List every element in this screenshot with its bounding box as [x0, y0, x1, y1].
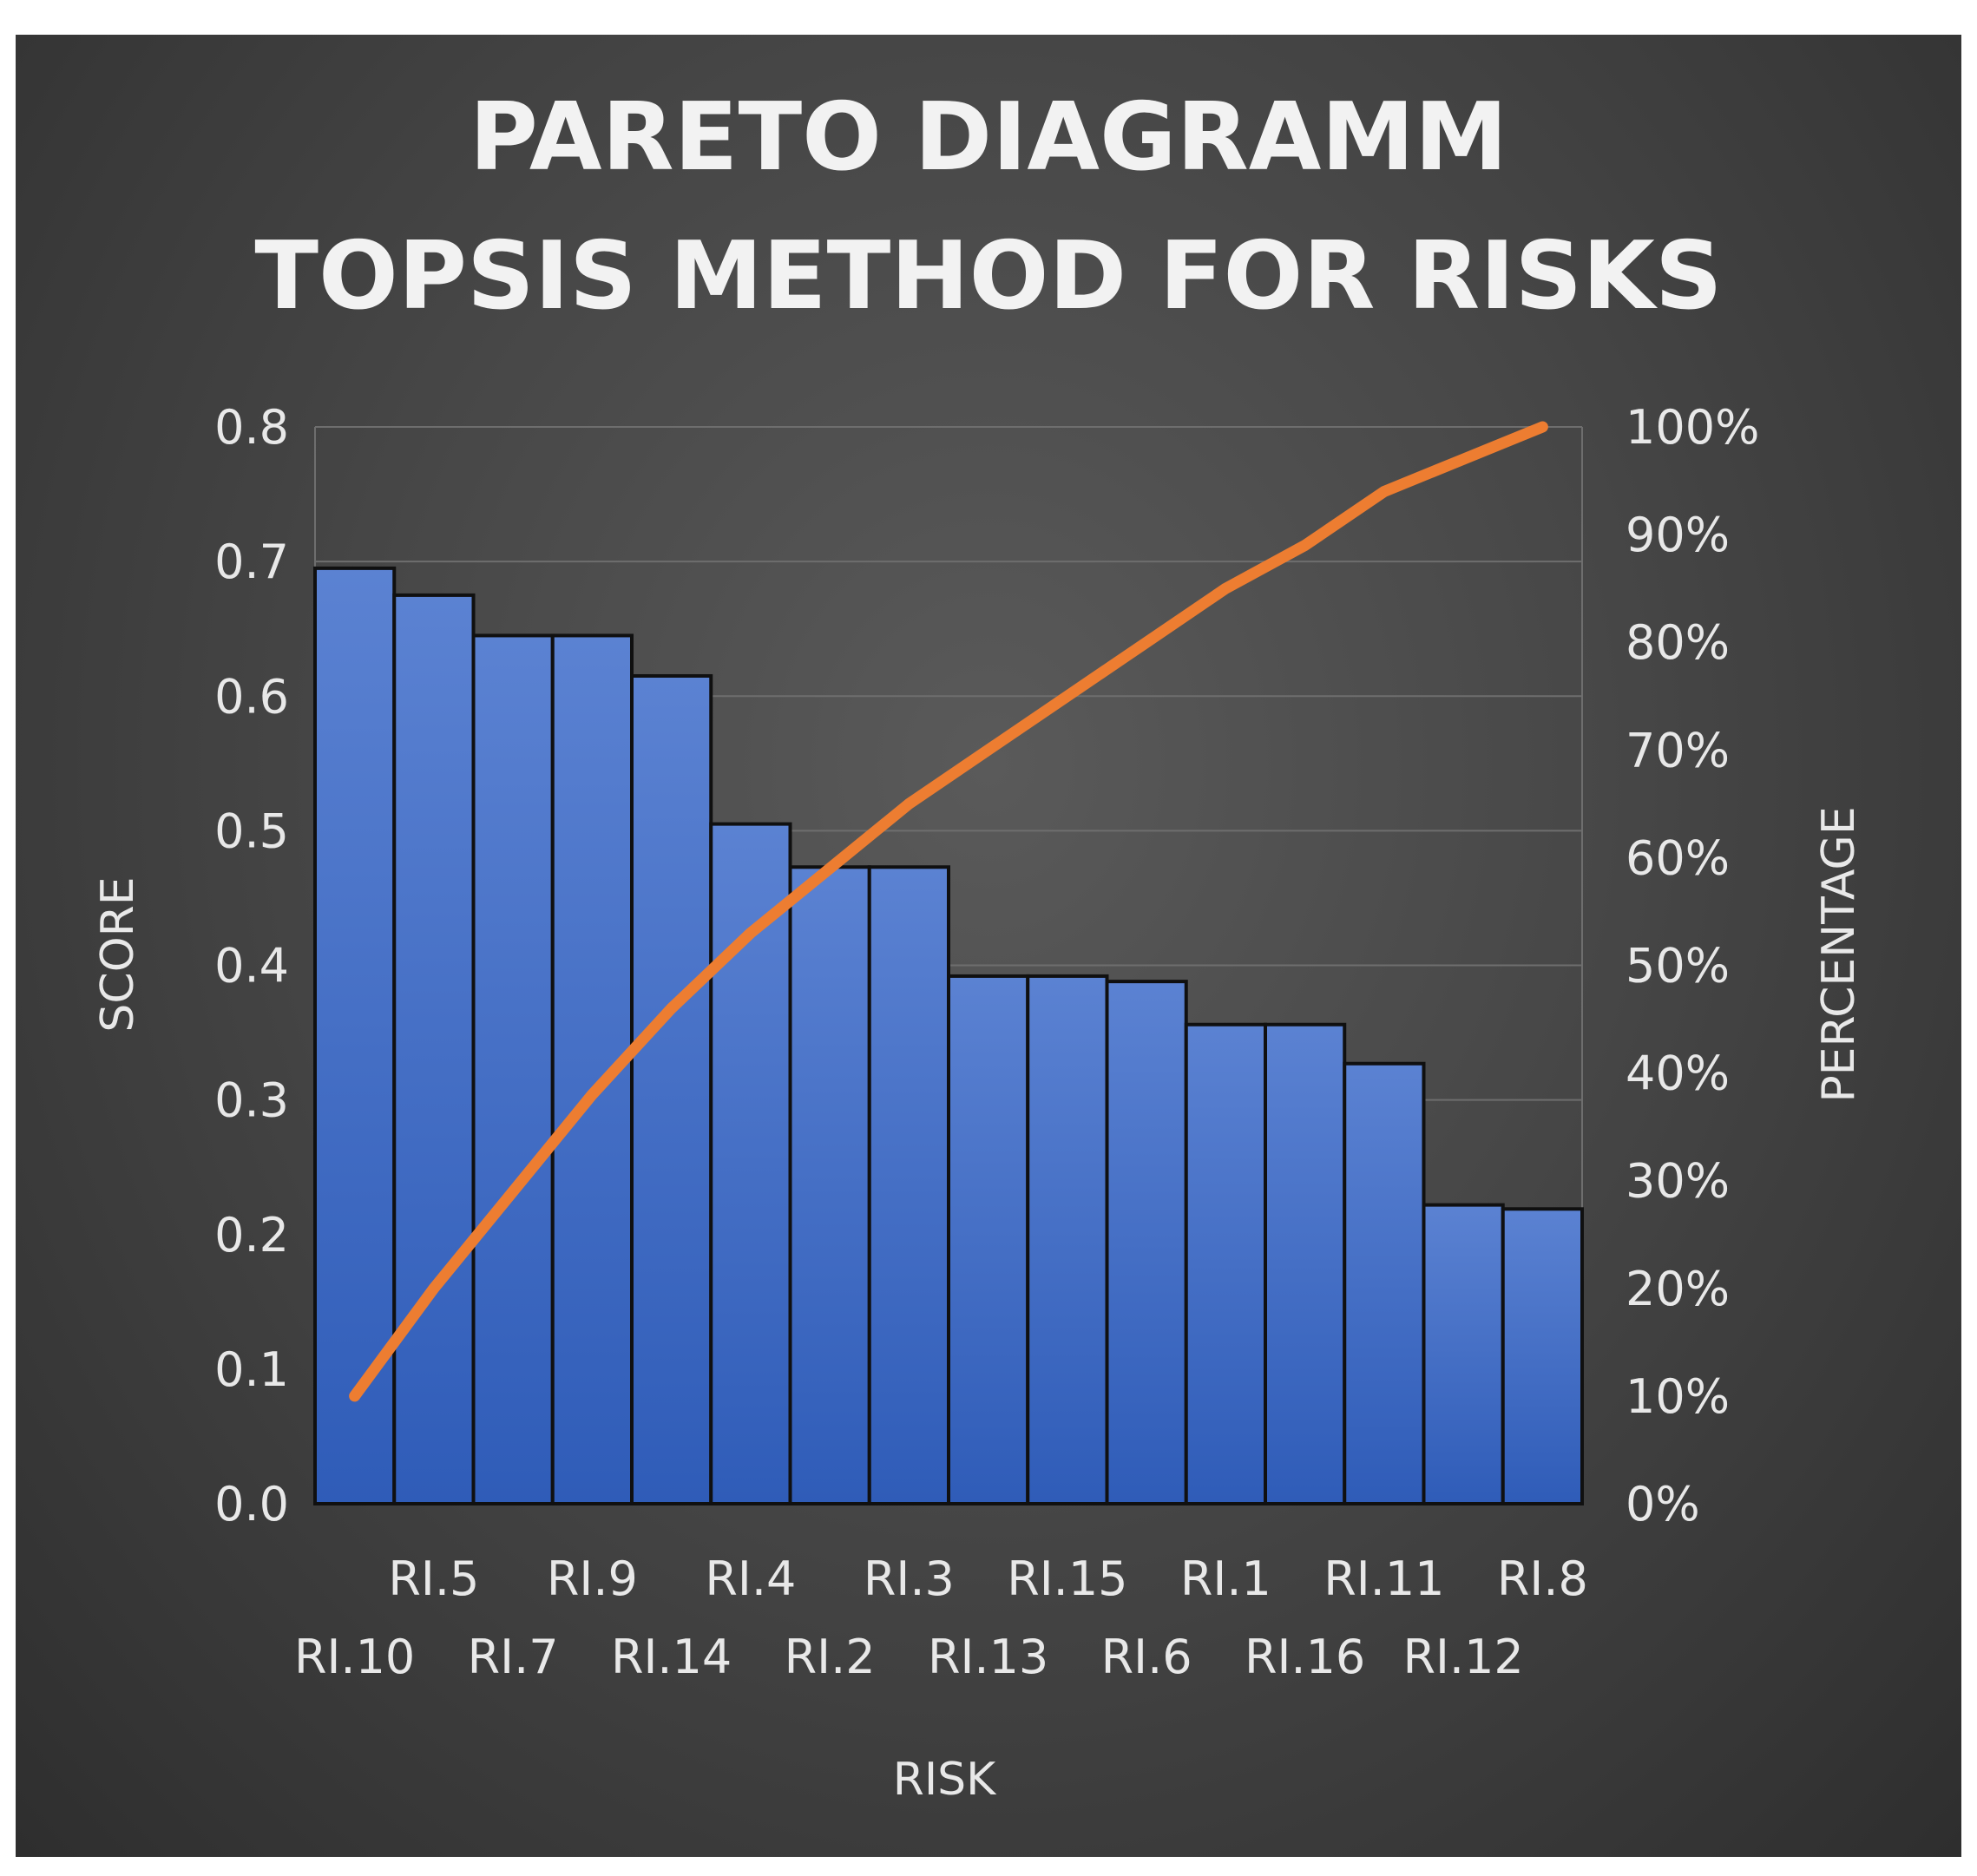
chart-card: PARETO DIAGRAMM TOPSIS METHOD FOR RISKS …	[16, 35, 1961, 1857]
x-tick-label: RI.2	[785, 1630, 876, 1684]
pareto-chart: PARETO DIAGRAMM TOPSIS METHOD FOR RISKS …	[92, 83, 1865, 1806]
x-axis-title: RISK	[893, 1754, 997, 1806]
bar-ri-10	[313, 566, 397, 1505]
cumulative-percentage-line	[349, 421, 1548, 1402]
right-axis-ticks: 0% 10% 20% 30% 40% 50% 60% 70% 80% 90% 100%	[1626, 400, 1759, 1532]
y-tick-label: 0.8	[214, 400, 289, 455]
y-tick-label: 0.4	[214, 939, 289, 994]
bar-ri-15	[1026, 974, 1109, 1506]
bar-ri-12	[1422, 1203, 1505, 1506]
y-tick-label: 0.6	[214, 669, 289, 724]
bar-ri-7	[471, 633, 555, 1505]
x-tick-label: RI.1	[1180, 1551, 1271, 1606]
x-tick-label: RI.5	[388, 1551, 479, 1606]
y-axis-title: SCORE	[92, 876, 144, 1032]
y2-tick-label: 30%	[1626, 1154, 1730, 1209]
x-tick-label: RI.15	[1007, 1551, 1127, 1606]
cumulative-line	[349, 421, 1548, 1402]
bar-ri-8	[1501, 1207, 1584, 1505]
y2-tick-label: 10%	[1626, 1369, 1730, 1424]
bar-ri-11	[1343, 1061, 1426, 1505]
x-tick-label: RI.10	[294, 1630, 415, 1684]
y2-tick-label: 90%	[1626, 508, 1730, 562]
x-tick-label: RI.6	[1101, 1630, 1192, 1684]
y-tick-label: 0.3	[214, 1073, 289, 1128]
chart-subtitle: TOPSIS METHOD FOR RISKS	[254, 222, 1722, 331]
bar-ri-13	[947, 974, 1030, 1506]
bar-ri-16	[1264, 1022, 1347, 1505]
y2-tick-label: 50%	[1626, 939, 1730, 994]
bar-ri-6	[1105, 980, 1188, 1505]
bars	[313, 566, 1584, 1506]
y2-tick-label: 100%	[1626, 400, 1759, 455]
y-tick-label: 0.0	[214, 1477, 289, 1532]
y2-tick-label: 40%	[1626, 1046, 1730, 1101]
y2-axis-title: PERCENTAGE	[1813, 806, 1865, 1102]
x-tick-label: RI.4	[705, 1551, 796, 1606]
category-labels: RI.10 RI.5 RI.7 RI.9 RI.14 RI.4 RI.2 RI.3 RI.13 R…	[294, 1551, 1588, 1684]
y-tick-label: 0.2	[214, 1208, 289, 1263]
x-tick-label: RI.3	[864, 1551, 955, 1606]
x-tick-label: RI.16	[1245, 1630, 1365, 1684]
y-tick-label: 0.7	[214, 535, 289, 589]
y2-tick-label: 20%	[1626, 1262, 1730, 1316]
x-tick-label: RI.11	[1323, 1551, 1444, 1606]
bar-ri-5	[392, 593, 476, 1505]
bar-ri-2	[788, 865, 871, 1505]
left-axis-ticks: 0.0 0.1 0.2 0.3 0.4 0.5 0.6 0.7 0.8	[214, 400, 289, 1532]
x-tick-label: RI.12	[1402, 1630, 1523, 1684]
bar-ri-1	[1184, 1022, 1267, 1505]
y-tick-label: 0.5	[214, 804, 289, 858]
x-tick-label: RI.13	[928, 1630, 1048, 1684]
chart-title: PARETO DIAGRAMM	[470, 83, 1508, 192]
y2-tick-label: 0%	[1626, 1477, 1700, 1532]
y2-tick-label: 70%	[1626, 723, 1730, 777]
x-tick-label: RI.14	[611, 1630, 732, 1684]
x-tick-label: RI.8	[1497, 1551, 1588, 1606]
bar-ri-14	[630, 673, 713, 1505]
y-tick-label: 0.1	[214, 1342, 289, 1397]
x-tick-label: RI.9	[547, 1551, 638, 1606]
x-tick-label: RI.7	[468, 1630, 559, 1684]
y2-tick-label: 60%	[1626, 830, 1730, 885]
bar-ri-3	[867, 865, 950, 1505]
y2-tick-label: 80%	[1626, 615, 1730, 670]
